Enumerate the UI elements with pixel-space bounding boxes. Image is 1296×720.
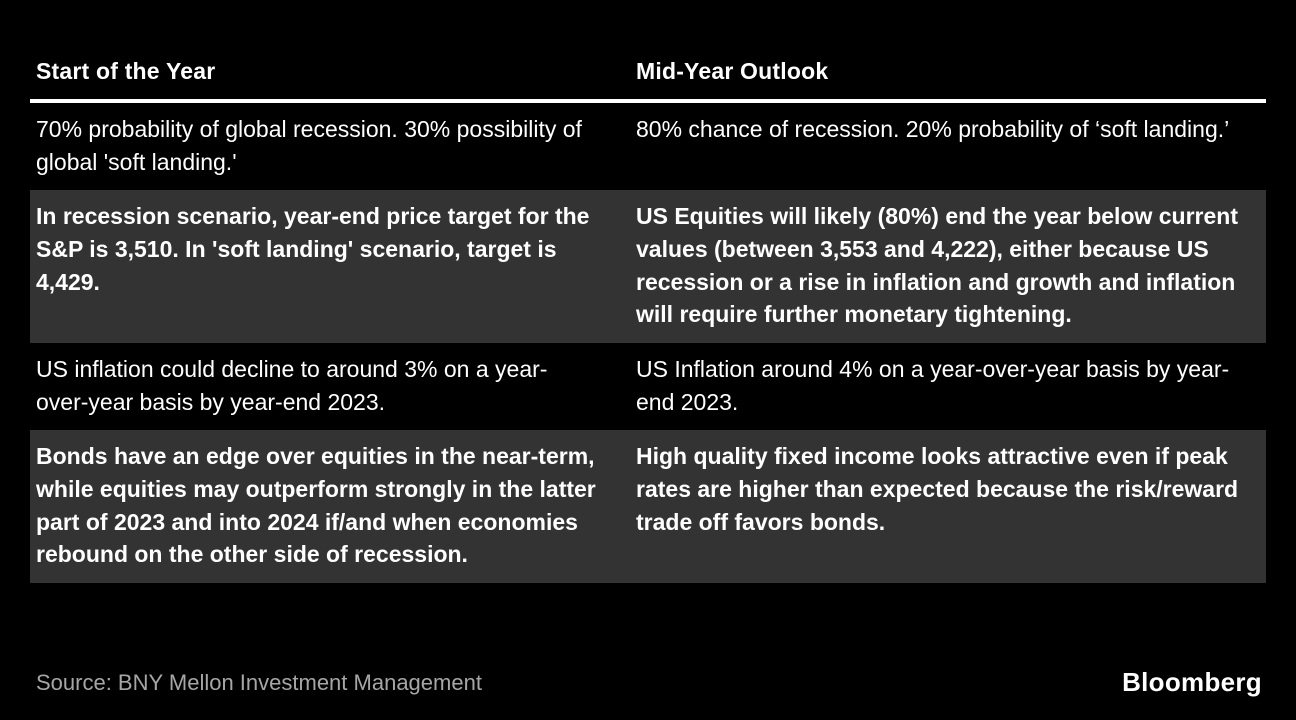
cell-start-of-year: 70% probability of global recession. 30%… [36,116,582,175]
table-row: In recession scenario, year-end price ta… [30,190,1266,343]
table-row: 70% probability of global recession. 30%… [30,103,1266,190]
cell-mid-year-outlook: US Inflation around 4% on a year-over-ye… [636,355,1230,415]
cell-mid-year-outlook: 80% chance of recession. 20% probability… [636,116,1230,142]
table-row: US inflation could decline to around 3% … [30,343,1266,430]
column-header-start-of-year: Start of the Year [36,58,216,84]
column-header-mid-year-outlook: Mid-Year Outlook [636,58,829,84]
cell-mid-year-outlook: US Equities will likely (80%) end the ye… [636,203,1239,328]
source-attribution: Source: BNY Mellon Investment Management [36,669,482,695]
table-header-row: Start of the Year Mid-Year Outlook [30,58,1266,103]
cell-start-of-year: In recession scenario, year-end price ta… [36,203,590,295]
table-row: Bonds have an edge over equities in the … [30,430,1266,583]
cell-mid-year-outlook: High quality fixed income looks attracti… [636,443,1239,535]
comparison-table: Start of the Year Mid-Year Outlook 70% p… [30,58,1266,583]
bloomberg-logo: Bloomberg [1122,667,1262,697]
cell-start-of-year: US inflation could decline to around 3% … [36,355,548,415]
cell-start-of-year: Bonds have an edge over equities in the … [36,443,596,568]
footer: Source: BNY Mellon Investment Management… [30,667,1266,704]
